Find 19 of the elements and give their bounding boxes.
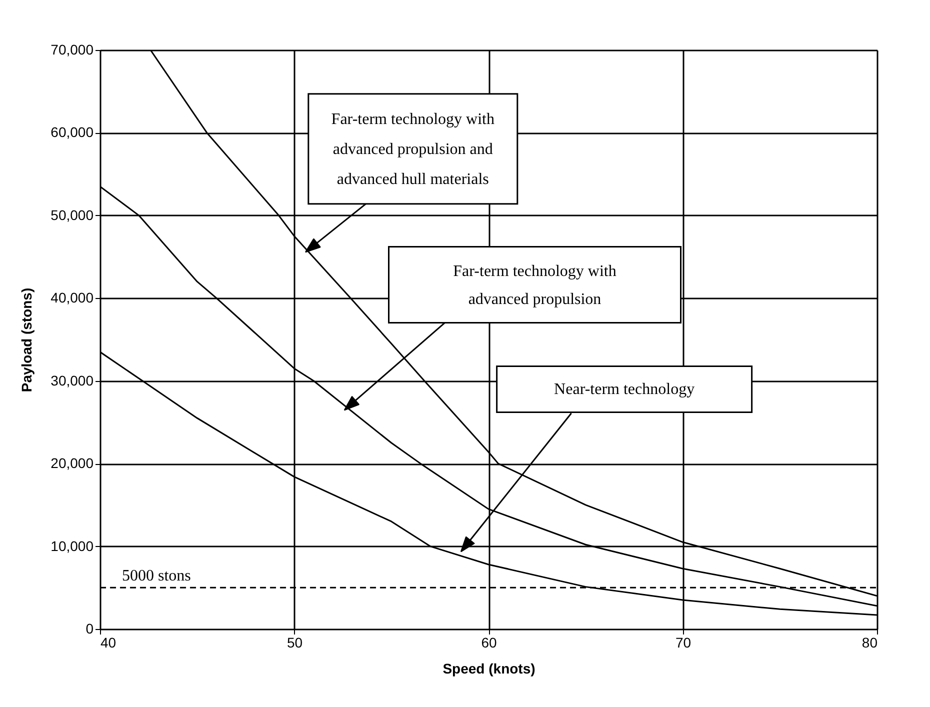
y-tick-label: 50,000 xyxy=(50,206,94,223)
x-tick-label: 50 xyxy=(286,634,303,650)
annotation: Far-term technology with advanced propulsion and advanced hull materials xyxy=(331,110,495,188)
ref-line-label: 5000 stons xyxy=(122,568,191,585)
y-tick-label: 0 xyxy=(86,620,94,636)
y-tick-label: 40,000 xyxy=(50,290,94,306)
x-tick-label: 40 xyxy=(100,634,116,650)
annotation: Near-term technology xyxy=(554,381,695,398)
x-axis-title: Speed (knots) xyxy=(442,660,536,676)
y-tick-label: 10,000 xyxy=(50,538,94,554)
y-tick-label: 70,000 xyxy=(50,42,94,58)
x-tick-label: 70 xyxy=(675,634,692,650)
x-tick-label: 80 xyxy=(862,634,878,650)
x-tick-label: 60 xyxy=(481,634,497,650)
y-tick-label: 20,000 xyxy=(50,455,94,472)
y-tick-label: 30,000 xyxy=(50,372,94,388)
y-tick-label: 60,000 xyxy=(50,124,94,140)
y-axis-title: Payload (stons) xyxy=(18,288,35,392)
annotation: Far-term technology with advanced propulsion xyxy=(453,262,616,308)
